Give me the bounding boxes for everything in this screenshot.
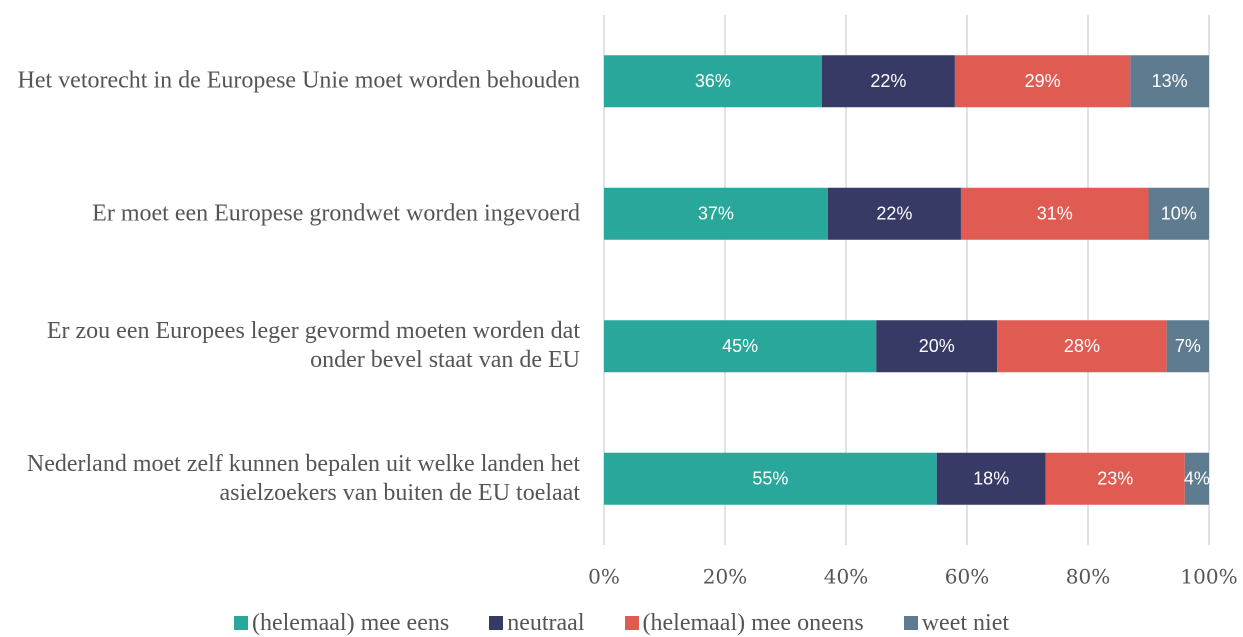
- value-label: 31%: [1037, 204, 1073, 224]
- bar-segment: [1130, 55, 1209, 108]
- bar-segment: [1166, 320, 1209, 373]
- value-label: 20%: [919, 336, 955, 356]
- legend-label: neutraal: [507, 610, 585, 636]
- value-label: 18%: [973, 469, 1009, 489]
- x-tick-label: 80%: [1066, 565, 1110, 589]
- value-label: 23%: [1097, 469, 1133, 489]
- legend-swatch: [233, 616, 248, 630]
- bar-segment: [821, 55, 955, 108]
- value-label: 4%: [1184, 469, 1210, 489]
- value-label: 36%: [695, 71, 731, 91]
- bar-segment: [936, 452, 1046, 505]
- x-tick-label: 100%: [1180, 565, 1237, 589]
- category-label: Het vetorecht in de Europese Unie moet w…: [17, 67, 580, 94]
- value-label: 37%: [698, 204, 734, 224]
- bar-segment: [604, 187, 828, 240]
- bar-segment: [604, 320, 877, 373]
- bar-segment: [1184, 452, 1209, 505]
- legend-label: (helemaal) mee eens: [251, 610, 450, 636]
- value-label: 22%: [876, 204, 912, 224]
- bar-segment: [827, 187, 961, 240]
- legend-swatch: [903, 616, 918, 630]
- bar-segment: [1045, 452, 1185, 505]
- legend: (helemaal) mee eens neutraal (helemaal) me…: [0, 610, 1243, 637]
- legend-label: weet niet: [921, 610, 1010, 636]
- value-label: 7%: [1175, 336, 1201, 356]
- bar-segment: [954, 55, 1131, 108]
- category-label: Nederland moet zelf kunnen bepalen uit w…: [26, 450, 580, 506]
- x-tick-label: 60%: [945, 565, 989, 589]
- legend-swatch: [624, 616, 639, 630]
- legend-label: (helemaal) mee oneens: [642, 610, 864, 636]
- legend-item: neutraal: [489, 610, 585, 637]
- category-label: Er moet een Europese grondwet worden ing…: [92, 200, 580, 227]
- bar-segment: [960, 187, 1149, 240]
- value-label: 10%: [1161, 204, 1197, 224]
- legend-item: weet niet: [903, 610, 1010, 637]
- value-label: 22%: [870, 71, 906, 91]
- value-label: 13%: [1152, 71, 1188, 91]
- x-tick-label: 20%: [703, 565, 747, 589]
- value-label: 45%: [722, 336, 758, 356]
- legend-item: (helemaal) mee eens: [233, 610, 450, 637]
- x-tick-label: 40%: [824, 565, 868, 589]
- bar-segment: [1148, 187, 1209, 240]
- value-label: 28%: [1064, 336, 1100, 356]
- legend-item: (helemaal) mee oneens: [624, 610, 864, 637]
- category-label: Er zou een Europees leger gevormd moeten…: [46, 318, 580, 374]
- bar-segment: [604, 55, 822, 108]
- bar-segment: [997, 320, 1167, 373]
- bar-segment: [604, 452, 937, 505]
- bar-segment: [876, 320, 998, 373]
- value-label: 55%: [752, 469, 788, 489]
- x-tick-label: 0%: [588, 565, 620, 589]
- value-label: 29%: [1025, 71, 1061, 91]
- legend-swatch: [489, 616, 504, 630]
